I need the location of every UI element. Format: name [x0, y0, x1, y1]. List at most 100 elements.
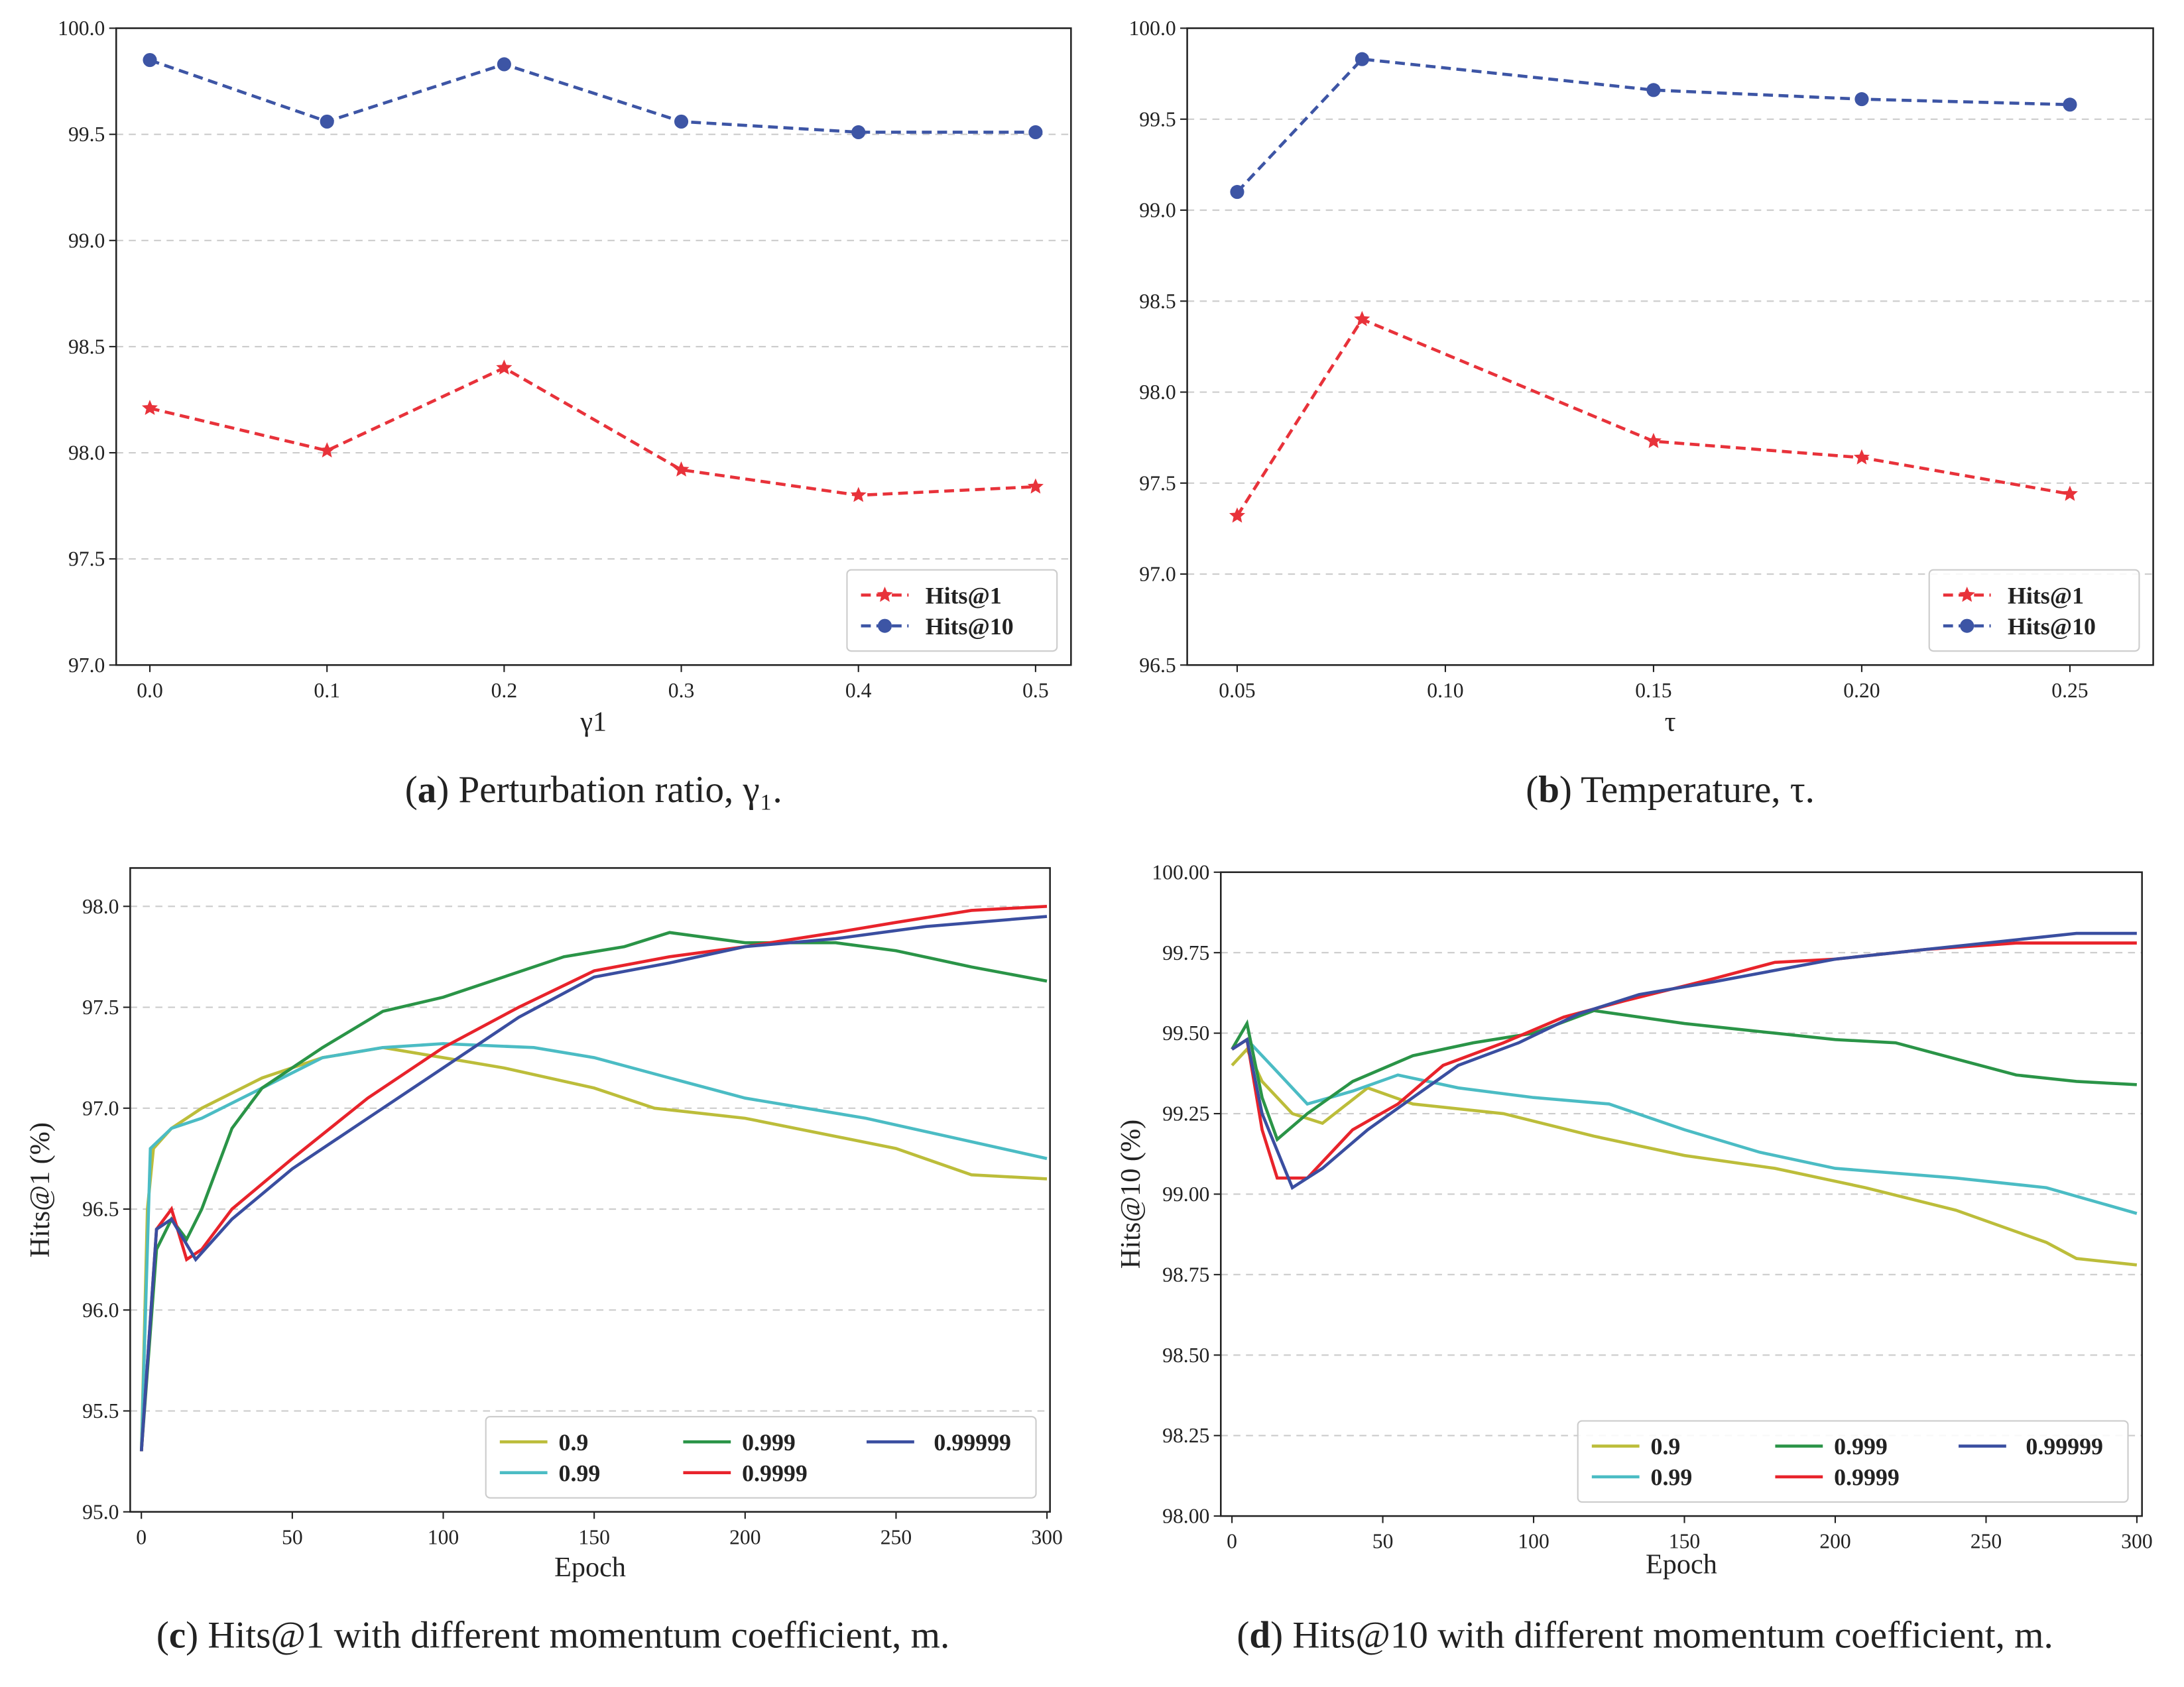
x-tick-label: 0	[136, 1525, 147, 1548]
plot-frame	[129, 867, 1051, 1513]
x-tick-label: 150	[578, 1525, 609, 1548]
y-tick-label: 99.0	[1139, 199, 1176, 222]
series-line-0.99999	[1231, 931, 2137, 1191]
x-tick-label: 300	[2121, 1530, 2152, 1553]
y-tick-label: 96.5	[82, 1198, 119, 1221]
x-tick-label: 50	[1372, 1530, 1394, 1553]
series-line-Hits@10	[149, 58, 1036, 134]
plot-frame	[115, 27, 1072, 666]
data-point	[141, 400, 158, 415]
x-tick-label: 0.4	[845, 679, 872, 702]
y-tick-label: 100.0	[1128, 17, 1176, 40]
data-point	[1230, 185, 1244, 200]
legend-box	[846, 569, 1058, 652]
legend-box	[1928, 569, 2140, 652]
data-point	[1355, 52, 1369, 66]
caption-text: Temperature, τ.	[1572, 769, 1815, 811]
data-point	[1028, 125, 1043, 140]
y-tick-label: 98.75	[1162, 1263, 1209, 1286]
data-point	[1646, 83, 1661, 97]
series-line-0.999	[139, 931, 1048, 1452]
y-tick-label: 99.25	[1162, 1102, 1209, 1126]
data-point	[319, 442, 335, 458]
legend-label: Hits@1	[2008, 582, 2084, 609]
y-tick-label: 97.0	[82, 1096, 119, 1120]
x-tick-label: 200	[1819, 1530, 1850, 1553]
caption-paren: (	[405, 769, 418, 811]
x-tick-label: 0.20	[1843, 679, 1880, 702]
caption: (c) Hits@1 with different momentum coeff…	[156, 1615, 949, 1657]
caption: (b) Temperature, τ.	[1526, 769, 1815, 811]
y-tick-label: 96.5	[1139, 654, 1176, 677]
x-axis-label: τ	[1665, 707, 1676, 738]
caption-paren: )	[1559, 769, 1572, 811]
x-tick-label: 0.1	[314, 679, 340, 702]
x-axis-label: Epoch	[1646, 1549, 1717, 1580]
x-tick-label: 200	[729, 1525, 760, 1548]
caption-paren: (	[1526, 769, 1538, 811]
y-tick-label: 96.0	[82, 1299, 119, 1322]
y-tick-label: 99.00	[1162, 1183, 1209, 1206]
y-tick-label: 99.50	[1162, 1021, 1209, 1045]
legend-marker	[877, 587, 893, 603]
legend-label: 0.999	[742, 1429, 796, 1456]
y-tick-label: 100.00	[1152, 860, 1209, 884]
data-point	[143, 53, 157, 68]
x-tick-label: 0.3	[668, 679, 695, 702]
caption-label: d	[1249, 1615, 1270, 1657]
legend: 0.9 0.99 0.999 0.9999 0.99999	[1577, 1420, 2129, 1503]
x-tick-label: 250	[880, 1525, 912, 1548]
series-line-0.9999	[1231, 941, 2137, 1180]
legend-label: Hits@10	[2008, 613, 2096, 640]
x-axis-label: γ1	[579, 707, 607, 738]
legend: 0.9 0.99 0.999 0.9999 0.99999	[485, 1416, 1037, 1499]
series-line-Hits@1	[149, 366, 1036, 497]
series-line-0.99	[139, 1042, 1048, 1452]
x-tick-label: 50	[282, 1525, 303, 1548]
x-tick-label: 150	[1669, 1530, 1700, 1553]
plot-frame	[1186, 27, 2154, 666]
data-point	[1229, 507, 1246, 523]
legend-label: 0.9999	[1834, 1464, 1900, 1491]
x-tick-label: 0	[1227, 1530, 1237, 1553]
data-point	[2063, 97, 2077, 112]
x-tick-label: 0.10	[1427, 679, 1463, 702]
series-line-0.99999	[139, 915, 1048, 1452]
y-tick-label: 98.0	[1139, 380, 1176, 404]
y-tick-label: 95.0	[82, 1500, 119, 1523]
y-tick-label: 99.0	[68, 229, 105, 252]
data-point	[320, 114, 334, 129]
chart-b: 96.5 97.0 97.5 98.0 98.5 99.0 99.5 100.0 0.05 0.1…	[1128, 17, 2154, 811]
y-axis-label: Hits@1 (%)	[25, 1122, 56, 1257]
x-tick-label: 0.05	[1219, 679, 1255, 702]
series-line-Hits@1	[1236, 317, 2071, 517]
x-tick-label: 100	[428, 1525, 459, 1548]
series-line-0.99	[1231, 1037, 2138, 1215]
caption-text: Hits@1 with different momentum coefficie…	[198, 1615, 949, 1657]
caption: (d) Hits@10 with different momentum coef…	[1237, 1615, 2053, 1657]
legend: Hits@1 Hits@10	[1928, 569, 2140, 652]
x-tick-label: 0.25	[2051, 679, 2088, 702]
series-line-0.9	[1231, 1046, 2138, 1267]
x-tick-label: 0.2	[491, 679, 518, 702]
legend-label: Hits@10	[926, 613, 1014, 640]
y-tick-label: 97.5	[82, 996, 119, 1019]
data-point	[1354, 311, 1370, 327]
legend-marker	[1960, 618, 1974, 633]
x-tick-label: 300	[1031, 1525, 1062, 1548]
chart-c: 95.0 95.5 96.0 96.5 97.0 97.5 98.0 0 50 100 150 200…	[25, 867, 1063, 1657]
caption-label: c	[169, 1615, 186, 1657]
data-point	[496, 359, 513, 375]
legend-label: 0.99999	[934, 1429, 1011, 1456]
caption-paren: )	[1270, 1615, 1283, 1657]
legend-label: 0.9	[1651, 1433, 1681, 1460]
plot-frame	[1219, 871, 2143, 1517]
data-point	[497, 57, 511, 72]
x-tick-label: 0.0	[137, 679, 163, 702]
legend-label: 0.9999	[742, 1460, 808, 1486]
y-tick-label: 98.00	[1162, 1505, 1209, 1528]
y-tick-label: 99.75	[1162, 941, 1209, 964]
y-tick-label: 97.0	[1139, 563, 1176, 586]
y-tick-label: 98.5	[68, 335, 105, 358]
